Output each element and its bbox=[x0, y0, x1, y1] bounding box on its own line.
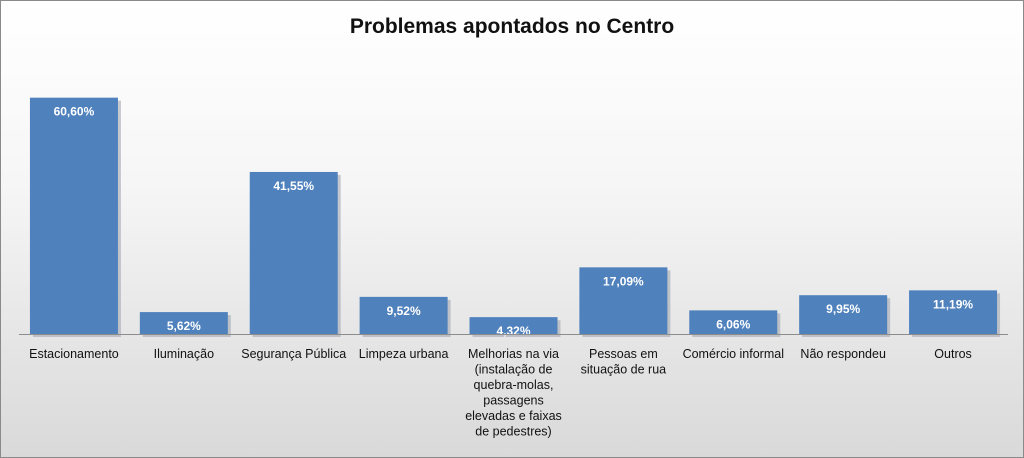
data-label-7: 9,95% bbox=[826, 302, 860, 316]
chart-title: Problemas apontados no Centro bbox=[349, 15, 675, 38]
bar-0 bbox=[29, 97, 118, 334]
bar-8 bbox=[909, 290, 998, 334]
data-label-5: 17,09% bbox=[603, 274, 644, 288]
category-label-1: Iluminação bbox=[154, 347, 214, 361]
bar-6 bbox=[689, 310, 778, 334]
data-label-1: 5,62% bbox=[167, 319, 201, 333]
bar-5 bbox=[579, 267, 668, 334]
data-label-8: 11,19% bbox=[933, 297, 973, 311]
data-label-6: 6,06% bbox=[716, 317, 750, 331]
data-label-4: 4,32% bbox=[496, 324, 530, 338]
data-label-2: 41,55% bbox=[273, 179, 314, 193]
bar-7 bbox=[799, 295, 888, 334]
category-label-3: Limpeza urbana bbox=[359, 347, 449, 361]
category-label-7: Não respondeu bbox=[800, 347, 886, 361]
data-label-0: 60,60% bbox=[54, 105, 95, 119]
category-label-4: Melhorias na via (instalação de quebra-mol… bbox=[465, 347, 562, 439]
bar-4 bbox=[469, 317, 558, 334]
data-label-3: 9,52% bbox=[387, 304, 421, 318]
bar-1 bbox=[139, 312, 228, 334]
category-label-5: Pessoas em situação de rua bbox=[581, 347, 667, 377]
category-label-6: Comércio informal bbox=[683, 347, 784, 361]
category-label-2: Segurança Pública bbox=[241, 347, 346, 361]
bar-2 bbox=[249, 171, 338, 334]
category-label-8: Outros bbox=[934, 347, 972, 361]
bar-3 bbox=[359, 296, 448, 334]
category-label-0: Estacionamento bbox=[29, 347, 119, 361]
